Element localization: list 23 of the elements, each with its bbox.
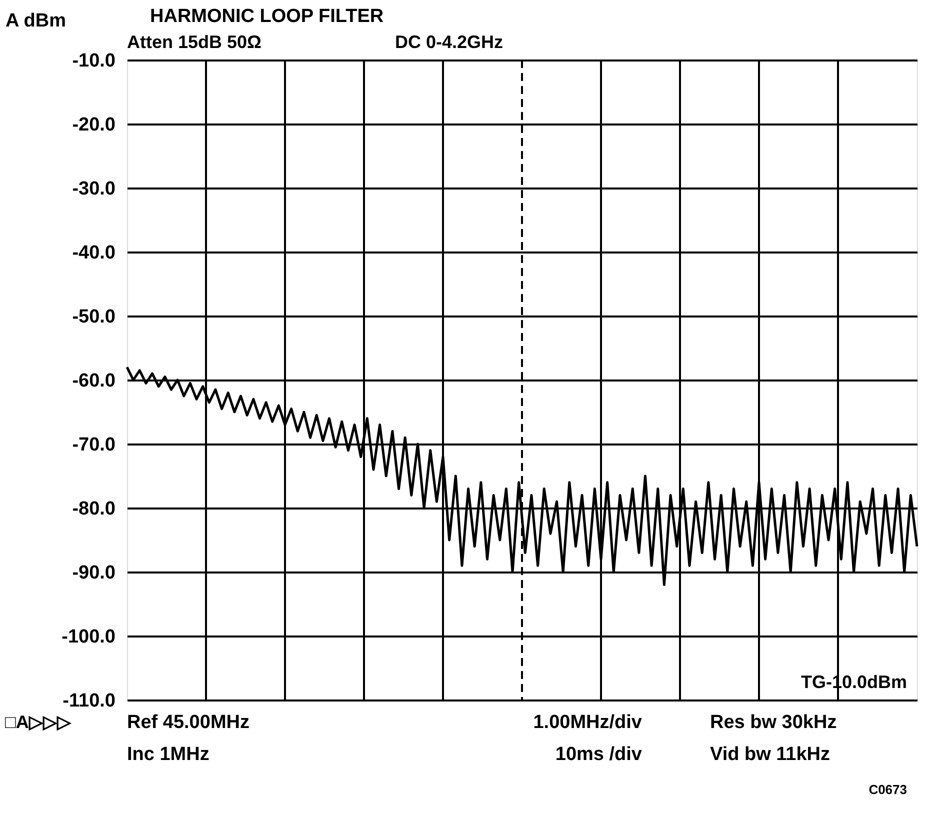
text: Ref 45.00MHz bbox=[127, 712, 250, 733]
y-tick-label: -70.0 bbox=[72, 434, 116, 456]
text: 10ms /div bbox=[555, 744, 642, 765]
y-tick-label: -100.0 bbox=[62, 626, 116, 648]
y-tick-label: -20.0 bbox=[72, 114, 116, 136]
text: Vid bw 11kHz bbox=[710, 744, 830, 765]
y-tick-label: -60.0 bbox=[72, 370, 116, 392]
y-axis-title: A dBm bbox=[6, 10, 66, 32]
text: DC 0-4.2GHz bbox=[395, 32, 504, 52]
text: Res bw 30kHz bbox=[710, 712, 837, 733]
y-tick-label: -90.0 bbox=[72, 562, 116, 584]
y-tick-label: -10.0 bbox=[72, 50, 116, 72]
text: Inc 1MHz bbox=[127, 744, 210, 765]
text: Atten 15dB 50Ω bbox=[127, 32, 262, 52]
y-tick-label: -40.0 bbox=[72, 242, 116, 264]
y-tick-label: -110.0 bbox=[62, 690, 116, 712]
text: 1.00MHz/div bbox=[533, 712, 642, 733]
y-tick-label: -80.0 bbox=[72, 498, 116, 520]
chart-title: HARMONIC LOOP FILTER bbox=[150, 6, 384, 27]
text: □A▷▷▷ bbox=[5, 712, 72, 732]
text: C0673 bbox=[868, 782, 907, 797]
y-tick-label: -30.0 bbox=[72, 178, 116, 200]
y-tick-label: -50.0 bbox=[72, 306, 116, 328]
